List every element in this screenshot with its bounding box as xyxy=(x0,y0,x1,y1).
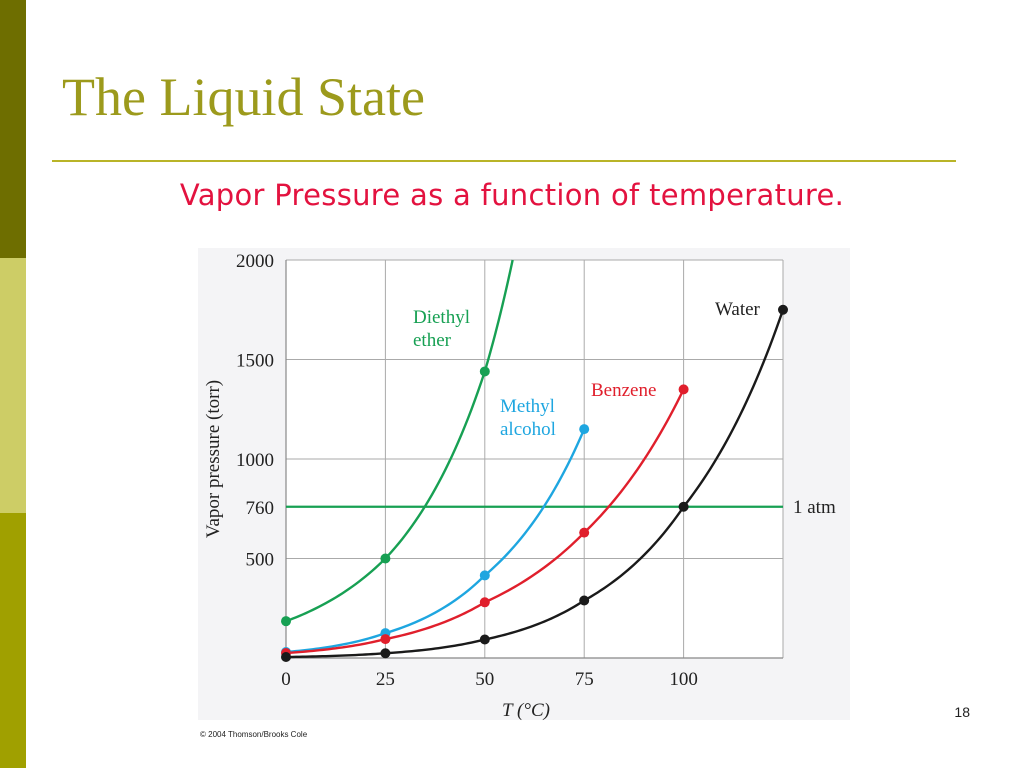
y-tick-label: 760 xyxy=(246,498,275,519)
y-tick-label: 500 xyxy=(246,550,275,571)
slide-title: The Liquid State xyxy=(62,67,425,127)
title-divider xyxy=(52,160,956,162)
data-point xyxy=(479,597,490,608)
sidebar-middle-segment xyxy=(0,258,26,513)
reference-lines: 1 atm xyxy=(286,497,836,518)
data-point xyxy=(778,304,788,315)
y-tick-label: 1000 xyxy=(236,450,274,471)
slide-subtitle: Vapor Pressure as a function of temperat… xyxy=(179,178,845,212)
data-point xyxy=(579,424,590,435)
data-point xyxy=(281,652,291,663)
data-point xyxy=(380,648,391,659)
series-line xyxy=(285,259,514,623)
series-label: Water xyxy=(715,299,761,320)
copyright-notice: © 2004 Thomson/Brooks Cole xyxy=(200,730,308,739)
page-number: 18 xyxy=(954,704,970,720)
data-point xyxy=(579,595,590,606)
data-point xyxy=(479,634,490,645)
x-axis-label: T (°C) xyxy=(502,700,550,721)
data-point xyxy=(281,616,291,627)
y-axis-label: Vapor pressure (torr) xyxy=(203,380,224,538)
x-tick-label: 0 xyxy=(281,669,291,690)
tick-labels: 0 25 50 75 100 500 760 1000 1500 2000 xyxy=(236,251,698,690)
x-tick-label: 75 xyxy=(575,669,594,690)
x-tick-label: 25 xyxy=(376,669,395,690)
series-line xyxy=(285,428,586,654)
series-label: Diethyl ether xyxy=(413,307,470,351)
data-point xyxy=(380,634,391,645)
y-tick-label: 2000 xyxy=(236,251,274,272)
data-point xyxy=(380,553,391,564)
data-point xyxy=(579,527,590,538)
series-label: Methyl alcohol xyxy=(500,396,556,440)
data-point xyxy=(678,501,689,512)
reference-line-label: 1 atm xyxy=(793,497,836,518)
series-points xyxy=(281,304,788,663)
y-tick-label: 1500 xyxy=(236,351,274,372)
data-point xyxy=(479,570,490,581)
x-tick-label: 50 xyxy=(475,669,494,690)
series-label: Benzene xyxy=(591,380,656,401)
sidebar-top-segment xyxy=(0,0,26,258)
series-line xyxy=(285,309,785,659)
data-point xyxy=(678,384,689,395)
sidebar-bottom-segment xyxy=(0,513,26,768)
x-tick-label: 100 xyxy=(669,669,698,690)
data-point xyxy=(479,366,490,377)
series-labels: Diethyl ether Methyl alcohol Benzene Water xyxy=(413,299,761,440)
